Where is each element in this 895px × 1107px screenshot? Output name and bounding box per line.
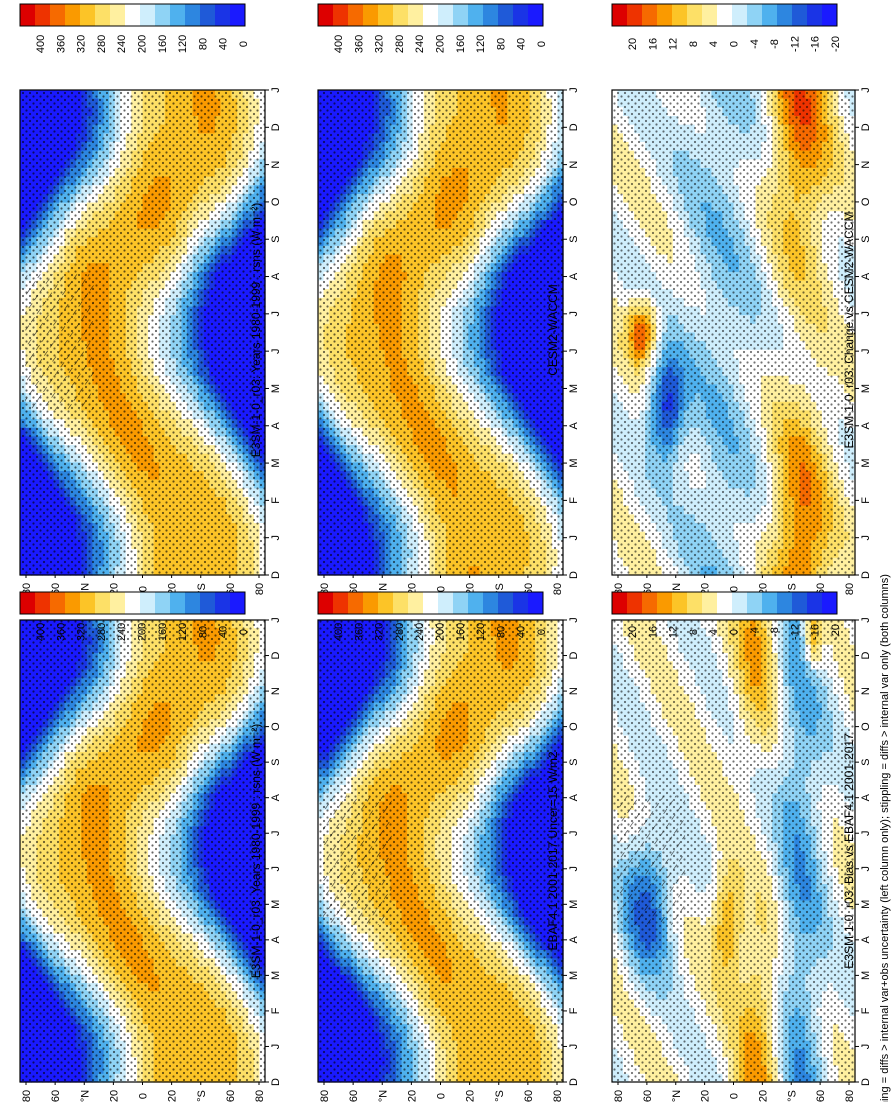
- colorbar-swatch: [140, 4, 155, 26]
- colorbar-swatch: [50, 4, 65, 26]
- colorbar-swatch: [80, 4, 95, 26]
- month-tick-label: O: [270, 197, 282, 206]
- panel-title: E3SM-1-0_r03: Years 1980-1999 : rsns (W …: [249, 203, 263, 457]
- colorbar-swatch: [155, 4, 170, 26]
- lat-tick-label: 0: [138, 586, 150, 592]
- colorbar-swatch: [170, 4, 185, 26]
- colorbar-tick-label: 360: [55, 35, 67, 53]
- month-tick-label: J: [270, 535, 282, 541]
- month-tick-label: A: [270, 421, 282, 429]
- colorbar-tick-label: 200: [137, 35, 149, 53]
- month-tick-label: N: [270, 161, 282, 169]
- colorbar-tick-label: 80: [197, 38, 209, 50]
- month-tick-label: S: [270, 236, 282, 243]
- colorbar-swatch: [125, 4, 140, 26]
- month-tick-label: J: [270, 348, 282, 354]
- month-tick-label: D: [270, 571, 282, 579]
- colorbar-tick-label: 400: [35, 35, 47, 53]
- colorbar-swatch: [20, 4, 35, 26]
- colorbar-tick-label: 280: [96, 35, 108, 53]
- month-tick-label: F: [270, 497, 282, 504]
- colorbar-swatch: [95, 4, 110, 26]
- colorbar-tick-label: 240: [116, 35, 128, 53]
- month-tick-label: M: [270, 459, 282, 468]
- month-tick-label: M: [270, 384, 282, 393]
- month-tick-label: D: [270, 123, 282, 131]
- colorbar-swatch: [215, 4, 230, 26]
- month-tick-label: J: [270, 311, 282, 317]
- hatching-overlay: [25, 274, 94, 410]
- colorbar-swatch: [110, 4, 125, 26]
- colorbar-tick-label: 40: [218, 38, 230, 50]
- colorbar-tick-label: 320: [76, 35, 88, 53]
- month-tick-label: J: [270, 87, 282, 93]
- colorbar-swatch: [200, 4, 215, 26]
- colorbar-swatch: [185, 4, 200, 26]
- month-tick-label: A: [270, 272, 282, 280]
- colorbar-swatch: [230, 4, 245, 26]
- colorbar-swatch: [65, 4, 80, 26]
- colorbar-tick-label: 120: [177, 35, 189, 53]
- colorbar-tick-label: 0: [238, 41, 250, 47]
- colorbar-swatch: [35, 4, 50, 26]
- lat-tick-label: 80: [254, 583, 266, 595]
- colorbar-tick-label: 160: [157, 35, 169, 53]
